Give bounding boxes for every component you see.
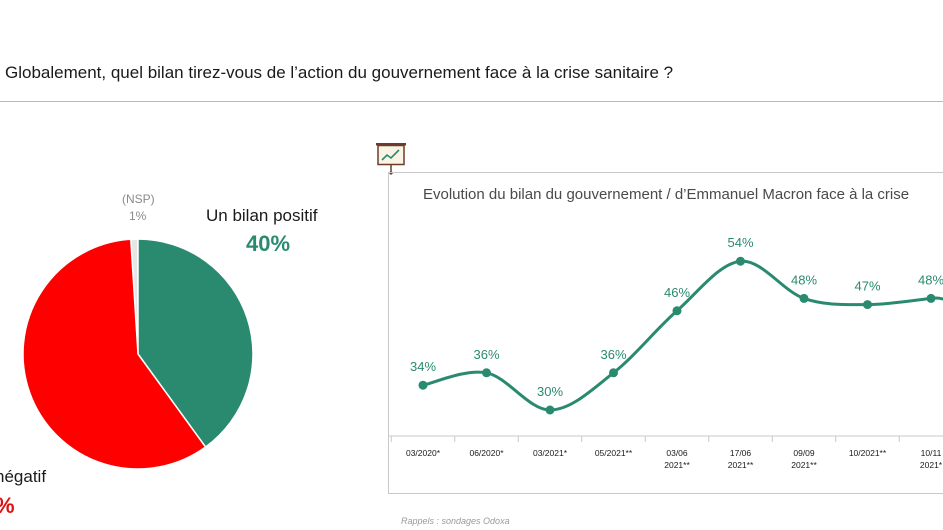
line-chart-title: Evolution du bilan du gouvernement / d’E…: [423, 186, 910, 203]
x-tick-label: 17/06: [730, 448, 752, 458]
x-tick-label: 03/2021*: [533, 448, 568, 458]
x-tick-label: 2021**: [791, 460, 817, 470]
data-point: [482, 368, 491, 378]
x-tick-label: 03/2020*: [406, 448, 441, 458]
presentation-board-icon: [376, 143, 406, 175]
data-label: 47%: [854, 279, 880, 294]
data-point: [799, 293, 809, 303]
x-tick-label: 06/2020*: [469, 448, 504, 458]
pie-value-positive: 40%: [246, 231, 291, 256]
x-tick-label: 10/2021**: [849, 448, 887, 458]
data-label: 48%: [791, 272, 817, 287]
data-point: [418, 380, 428, 390]
data-label: 54%: [727, 235, 753, 250]
pie-chart: [22, 238, 254, 470]
pie-value-nsp: 1%: [129, 209, 147, 223]
x-tick-label: 2021*: [920, 460, 943, 470]
x-tick-label: 10/11: [921, 448, 942, 458]
data-point: [736, 256, 745, 266]
data-label: 36%: [600, 347, 626, 362]
header-divider: [0, 101, 943, 102]
data-point: [545, 405, 555, 415]
line-series: [422, 259, 943, 412]
x-tick-label: 05/2021**: [595, 448, 633, 458]
data-point: [863, 300, 872, 310]
data-label: 46%: [664, 285, 690, 300]
pie-slice-1: [137, 238, 254, 449]
pie-slice-2: [22, 238, 207, 470]
data-label: 36%: [473, 347, 499, 362]
pie-label-negative: négatif: [0, 467, 47, 486]
data-point: [609, 368, 618, 378]
data-point: [672, 306, 682, 316]
pie-value-negative: %: [0, 493, 15, 519]
data-label: 48%: [918, 272, 943, 287]
x-tick-label: 03/06: [666, 448, 688, 458]
survey-question: Globalement, quel bilan tirez-vous de l’…: [5, 63, 674, 82]
pie-chart-panel: (NSP) 1% Un bilan positif 40% négatif %: [0, 120, 380, 530]
pie-label-nsp: (NSP): [122, 192, 155, 206]
data-label: 30%: [537, 384, 563, 399]
line-chart: 34% 36% 30% 36% 46% 54% 48% 47% 48% 03/2020* 06/20…: [388, 235, 943, 470]
x-tick-label: 09/09: [793, 448, 815, 458]
line-chart-frame: [388, 172, 943, 494]
data-label: 34%: [410, 359, 436, 374]
source-note: Rappels : sondages Odoxa: [401, 516, 510, 526]
x-tick-label: 2021**: [664, 460, 690, 470]
x-tick-label: 2021**: [728, 460, 754, 470]
pie-label-positive: Un bilan positif: [206, 206, 318, 225]
data-point: [926, 293, 936, 303]
